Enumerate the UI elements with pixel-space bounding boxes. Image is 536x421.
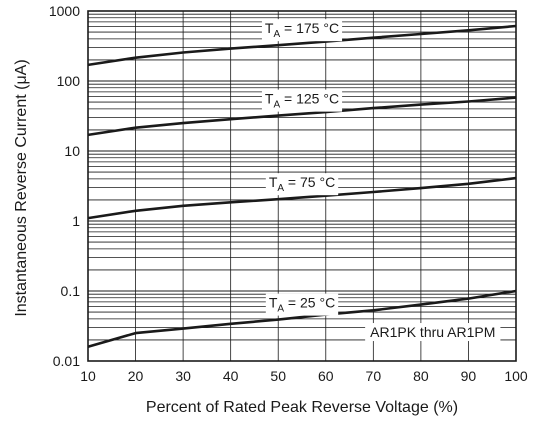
y-tick-label: 0.1 [61, 283, 81, 299]
curve-label-text: TA = 75 °C [269, 174, 335, 194]
y-tick-label: 100 [57, 73, 81, 89]
temp-symbol: T [269, 174, 278, 190]
y-tick-label: 0.01 [53, 353, 80, 369]
curve-label-1: TA = 125 °C [261, 89, 343, 112]
plot-area-frame [87, 10, 517, 362]
temp-value: = 125 °C [280, 91, 339, 107]
series-line-2 [87, 176, 517, 220]
curve-label-0: TA = 175 °C [261, 19, 343, 42]
curve-label-3: TA = 25 °C [265, 293, 339, 316]
grid [87, 11, 517, 362]
temp-subscript: A [273, 100, 280, 111]
x-tick-labels: 10 20 30 40 50 60 70 80 90 100 [80, 368, 528, 384]
x-tick-label: 20 [128, 368, 144, 384]
y-tick-label: 1000 [49, 3, 80, 19]
device-range-annotation: AR1PK thru AR1PM [370, 324, 495, 340]
x-tick-label: 40 [223, 368, 239, 384]
curve-label-background [261, 19, 343, 42]
y-tick-labels: 0.01 0.1 1 10 100 1000 [49, 3, 80, 369]
series-line-3 [87, 289, 517, 348]
x-tick-label: 90 [461, 368, 477, 384]
y-tick-label: 10 [64, 143, 80, 159]
temp-subscript: A [273, 29, 280, 40]
x-tick-label: 30 [175, 368, 191, 384]
curve-label-text: TA = 25 °C [269, 295, 335, 315]
series-curves [87, 24, 517, 348]
series-line-0 [87, 24, 517, 67]
curve-label-2: TA = 75 °C [265, 173, 339, 196]
temp-subscript: A [277, 304, 284, 315]
temp-symbol: T [269, 295, 278, 311]
x-tick-label: 60 [318, 368, 334, 384]
x-axis-title: Percent of Rated Peak Reverse Voltage (%… [146, 399, 458, 416]
curve-labels: TA = 175 °CTA = 125 °CTA = 75 °CTA = 25 … [261, 19, 343, 316]
temp-subscript: A [277, 183, 284, 194]
annotation-background [365, 323, 501, 342]
temp-value: = 75 °C [284, 174, 335, 190]
curve-label-text: TA = 175 °C [265, 20, 339, 40]
temp-symbol: T [265, 91, 274, 107]
x-tick-label: 50 [270, 368, 286, 384]
temp-value: = 175 °C [280, 20, 339, 36]
curve-label-background [265, 293, 339, 316]
x-tick-label: 100 [504, 368, 528, 384]
curve-label-text: TA = 125 °C [265, 91, 339, 111]
x-tick-label: 10 [80, 368, 96, 384]
x-tick-label: 80 [413, 368, 429, 384]
x-tick-label: 70 [366, 368, 382, 384]
curve-label-background [265, 173, 339, 196]
temp-symbol: T [265, 20, 274, 36]
y-tick-label: 1 [72, 213, 80, 229]
temp-value: = 25 °C [284, 295, 335, 311]
series-line-1 [87, 96, 517, 137]
y-axis-title: Instantaneous Reverse Current (μA) [13, 59, 30, 316]
curve-label-background [261, 89, 343, 112]
